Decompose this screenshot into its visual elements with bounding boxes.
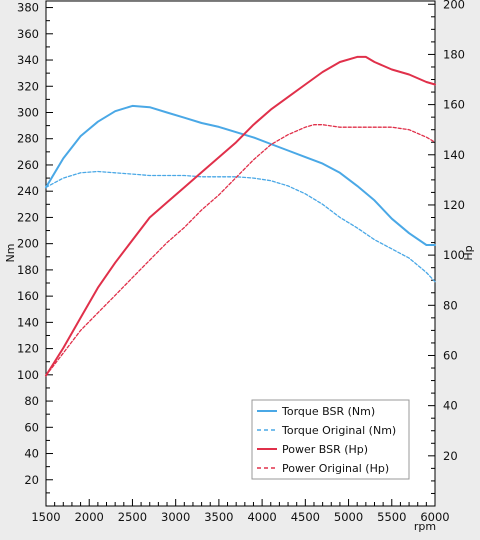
x-tick-label: 3000 xyxy=(161,510,190,524)
legend-label-torque-bsr: Torque BSR (Nm) xyxy=(281,405,375,418)
y-right-axis-label: Hp xyxy=(462,245,475,260)
series-layer xyxy=(45,55,436,377)
y-right-tick-label: 160 xyxy=(443,98,465,112)
y-left-axis-label: Nm xyxy=(4,244,17,263)
y-left-tick-label: 360 xyxy=(17,27,39,41)
x-axis-label: rpm xyxy=(414,520,436,533)
y-left-tick-label: 160 xyxy=(17,289,39,303)
y-left-tick-label: 280 xyxy=(17,132,39,146)
y-right-tick-label: 20 xyxy=(443,449,458,463)
y-right-tick-label: 60 xyxy=(443,348,458,362)
y-left-tick-label: 60 xyxy=(24,420,39,434)
x-tick-label: 5000 xyxy=(334,510,363,524)
x-tick-label: 3500 xyxy=(204,510,233,524)
y-left-tick-label: 220 xyxy=(17,210,39,224)
y-right-tick-label: 120 xyxy=(443,198,465,212)
legend-box xyxy=(251,399,410,480)
x-tick-label: 2000 xyxy=(75,510,104,524)
axes-layer: 1500 2000 2500 3000 3500 4000 4500 5000 5500 6000… xyxy=(17,0,465,524)
legend: Torque BSR (Nm) Torque Original (Nm) Pow… xyxy=(251,399,410,480)
y-left-tick-label: 340 xyxy=(17,53,39,67)
series-line-torque-original xyxy=(45,170,436,283)
y-left-tick-label: 300 xyxy=(17,105,39,119)
y-left-tick-label: 100 xyxy=(17,368,39,382)
y-left-tick-label: 180 xyxy=(17,263,39,277)
y-left-tick-label: 20 xyxy=(24,473,39,487)
series-line-power-original xyxy=(45,124,436,377)
y-right-tick-label: 200 xyxy=(443,0,465,11)
legend-item-power-original: Power Original (Hp) xyxy=(257,462,389,475)
y-right-tick-label: 180 xyxy=(443,47,465,61)
x-tick-label: 6000 xyxy=(420,510,449,524)
x-tick-label: 5500 xyxy=(377,510,406,524)
legend-label-power-original: Power Original (Hp) xyxy=(282,462,389,475)
y-left-tick-label: 380 xyxy=(17,1,39,15)
legend-item-power-bsr: Power BSR (Hp) xyxy=(257,443,368,456)
legend-label-power-bsr: Power BSR (Hp) xyxy=(282,443,368,456)
y-left-tick-label: 240 xyxy=(17,184,39,198)
y-right-tick-label: 40 xyxy=(443,399,458,413)
x-tick-label: 4000 xyxy=(247,510,276,524)
y-left-tick-label: 200 xyxy=(17,237,39,251)
y-right-tick-label: 80 xyxy=(443,298,458,312)
legend-item-torque-original: Torque Original (Nm) xyxy=(257,424,396,437)
y-right-tick-label: 140 xyxy=(443,148,465,162)
y-left-tick-label: 80 xyxy=(24,394,39,408)
y-left-tick-label: 320 xyxy=(17,79,39,93)
y-left-tick-label: 140 xyxy=(17,315,39,329)
x-tick-label: 4500 xyxy=(291,510,320,524)
series-line-power-bsr xyxy=(45,55,436,377)
y-left-tick-label: 40 xyxy=(24,447,39,461)
legend-item-torque-bsr: Torque BSR (Nm) xyxy=(257,405,375,418)
legend-label-torque-original: Torque Original (Nm) xyxy=(281,424,396,437)
x-tick-label: 2500 xyxy=(118,510,147,524)
y-left-tick-label: 120 xyxy=(17,342,39,356)
y-right-tick-label: 100 xyxy=(443,248,465,262)
x-tick-label: 1500 xyxy=(31,510,60,524)
y-left-tick-label: 260 xyxy=(17,158,39,172)
